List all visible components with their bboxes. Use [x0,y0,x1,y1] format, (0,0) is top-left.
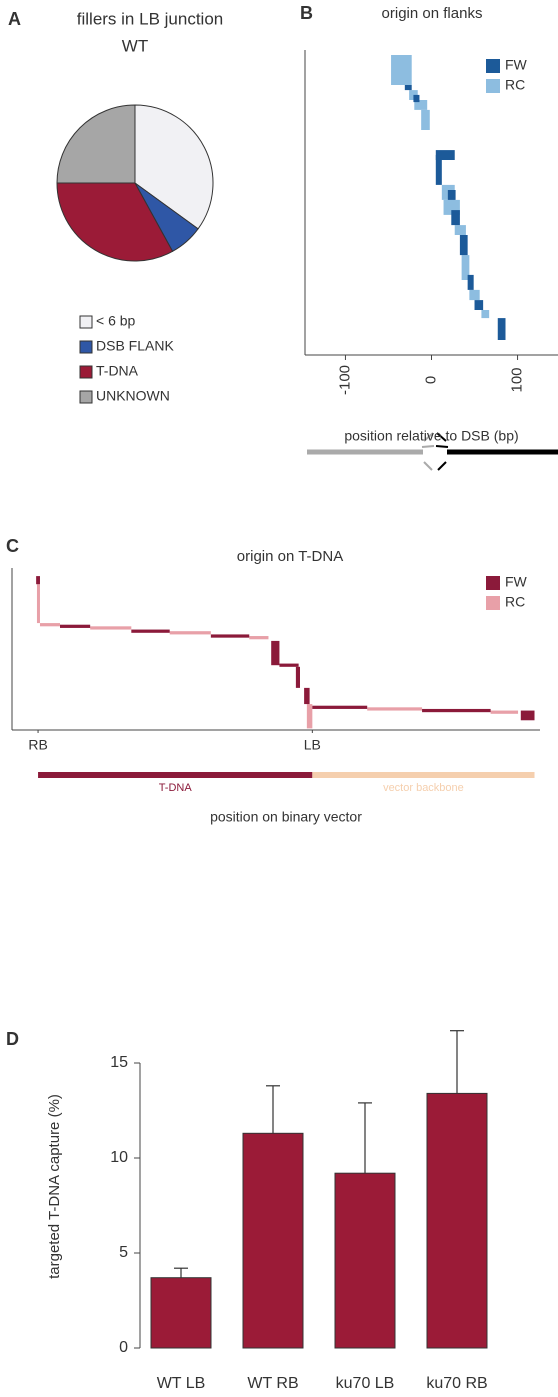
legend-swatch [486,596,500,610]
x-tick-label: LB [304,737,321,753]
x-tick-label: RB [28,737,47,753]
pie-slice [134,104,214,230]
filler-segment [447,190,456,200]
filler-segment [304,687,310,705]
panel-label: A [8,9,21,29]
legend-swatch [486,576,500,590]
filler-segment [169,631,211,635]
chart-title: origin on flanks [382,5,483,22]
filler-segment [451,210,460,226]
filler-segment [497,318,506,340]
filler-segment [279,663,299,667]
filler-segment [481,310,490,319]
filler-segment [306,704,313,729]
legend-label: UNKNOWN [96,388,170,404]
dsb-schematic [307,432,558,471]
filler-segment [312,705,368,709]
y-tick-label: 10 [110,1149,128,1166]
region-bar [38,772,313,778]
filler-segment [39,623,60,627]
filler-segment [367,707,423,711]
filler-segment [520,710,535,721]
filler-segment [60,624,91,628]
x-tick-label: WT RB [247,1375,298,1392]
x-axis-label: position relative to DSB (bp) [344,428,518,444]
legend-label: RC [505,594,525,610]
legend-label: FW [505,57,528,73]
panel-label: D [6,1029,19,1049]
legend-swatch [79,365,93,379]
filler-segment [249,636,269,640]
filler-segment [422,708,491,713]
region-bar [312,772,535,778]
legend-label: T-DNA [96,363,139,379]
chart-subtitle: WT [122,36,148,55]
filler-segment [414,100,428,110]
legend-swatch [486,79,500,93]
pie-slice [56,182,174,262]
filler-segment [131,629,170,633]
filler-segment [474,300,484,310]
filler-segment [404,85,412,91]
legend-label: < 6 bp [96,313,136,329]
region-label: T-DNA [159,782,193,794]
filler-segment [435,154,442,185]
panel-label: B [300,3,313,23]
x-tick-label: 0 [422,376,439,384]
filler-segment [36,584,40,624]
legend-label: FW [505,574,528,590]
legend-swatch [486,59,500,73]
filler-segment [461,255,470,280]
filler-segment [90,626,132,630]
break-marks-right [435,432,449,471]
bar [334,1172,396,1349]
legend-swatch [79,390,93,404]
legend-label: DSB FLANK [96,338,174,354]
filler-segment [435,150,455,160]
break-marks-left [421,432,435,471]
x-tick-label: ku70 LB [336,1375,395,1392]
y-tick-label: 15 [110,1054,128,1071]
filler-segment [36,576,40,585]
filler-segment [459,235,468,256]
y-tick-label: 5 [119,1244,128,1261]
filler-segment [469,289,480,301]
legend-swatch [79,340,93,354]
filler-segment [391,55,412,85]
y-tick-label: 0 [119,1339,128,1356]
chart-title: fillers in LB junction [77,9,223,28]
filler-segment [271,640,280,666]
filler-segment [210,634,250,638]
y-axis-label: targeted T-DNA capture (%) [46,1094,63,1279]
filler-segment [295,666,300,688]
filler-segment [454,225,466,235]
filler-segment [467,274,474,290]
chart-title: origin on T-DNA [237,548,343,565]
bar [242,1132,304,1349]
x-tick-label: WT LB [157,1375,206,1392]
x-tick-label: 100 [509,367,526,392]
filler-segment [421,109,430,130]
panel-label: C [6,536,19,556]
filler-segment [490,710,519,714]
x-tick-label: -100 [336,365,353,395]
region-label: vector backbone [383,782,464,794]
bar [150,1277,212,1349]
legend-swatch [79,315,93,329]
bar [426,1092,488,1349]
legend-label: RC [505,77,525,93]
filler-segment [413,94,420,103]
pie-slice [56,104,136,184]
x-tick-label: ku70 RB [426,1375,487,1392]
x-axis-label: position on binary vector [210,809,362,825]
